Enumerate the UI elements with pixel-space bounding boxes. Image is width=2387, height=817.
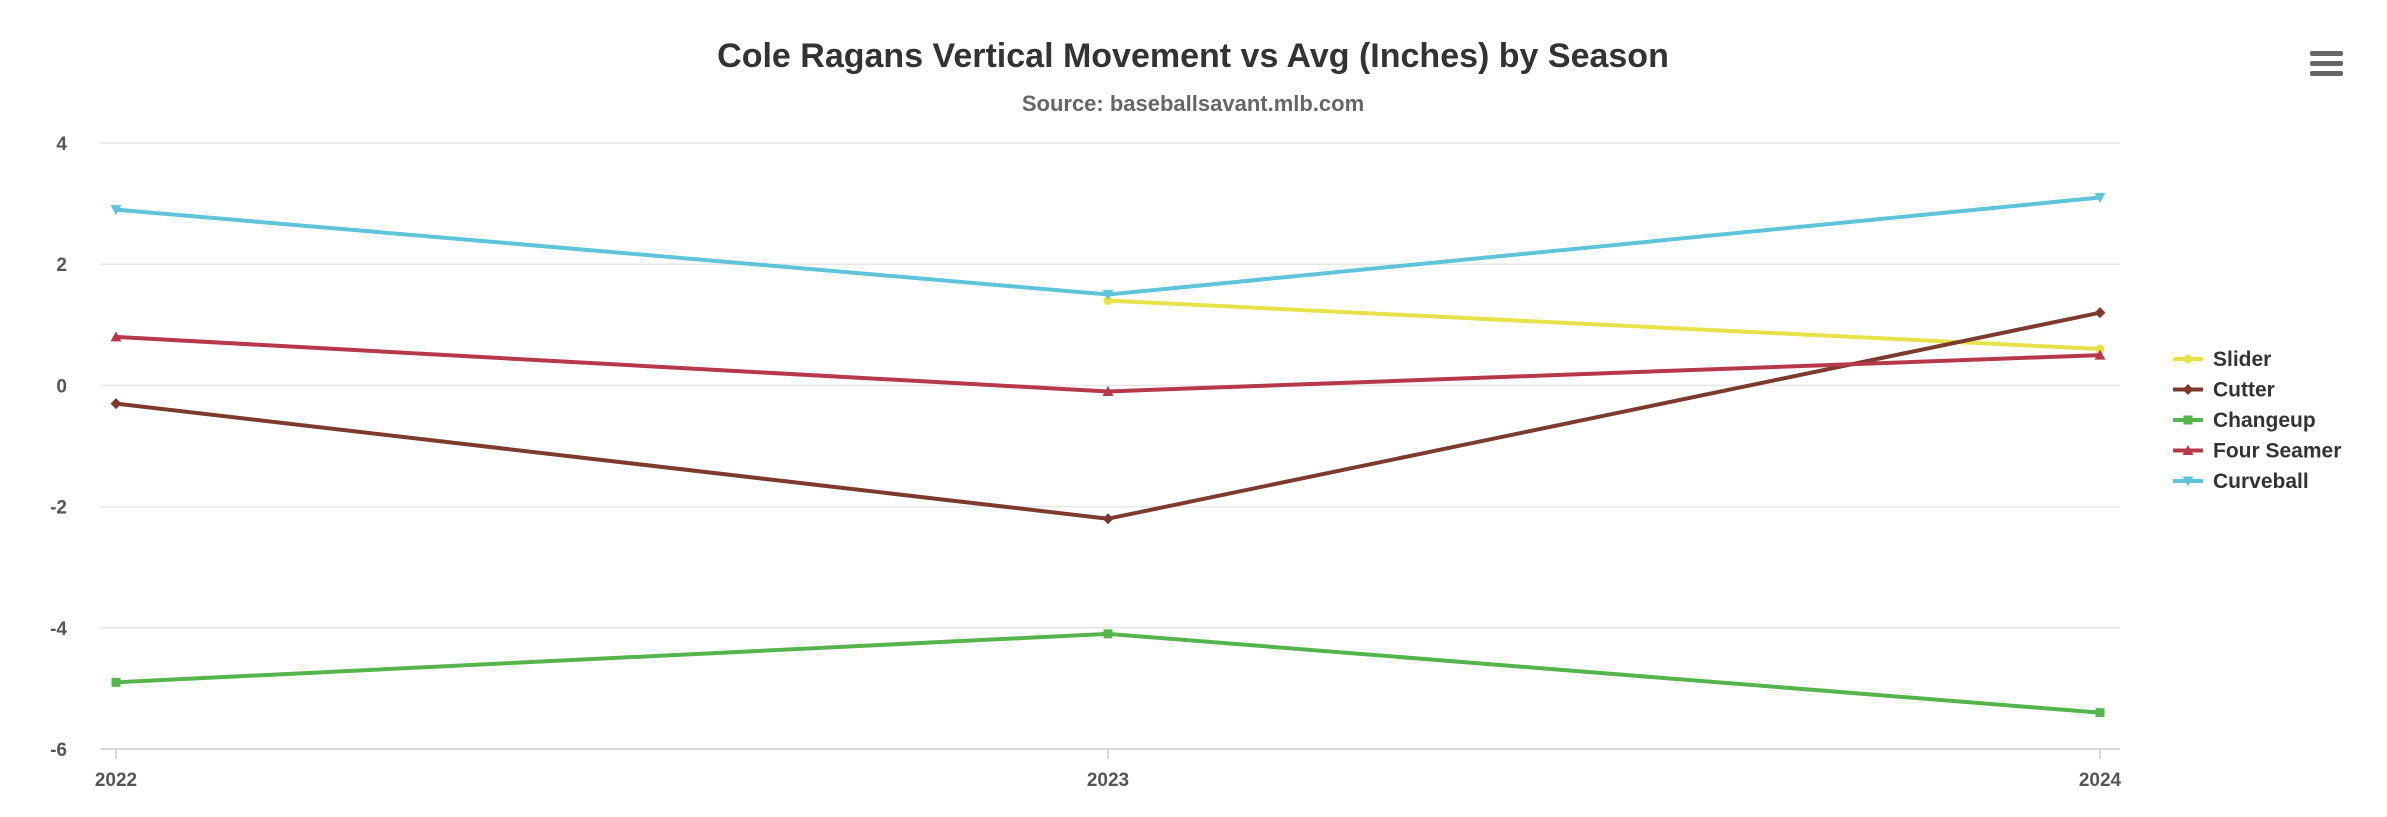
y-tick-label: 2 <box>56 255 67 276</box>
legend-label: Four Seamer <box>2213 440 2341 463</box>
data-point[interactable] <box>1103 296 1113 306</box>
legend-label: Slider <box>2213 348 2271 371</box>
series-line[interactable] <box>114 334 2102 394</box>
legend-item-curveball[interactable]: Curveball <box>2173 470 2309 493</box>
series-line[interactable] <box>114 631 2102 715</box>
x-axis: 2022 2023 2024 <box>95 748 2122 791</box>
series-line[interactable] <box>114 195 2102 297</box>
legend-item-four-seamer[interactable]: Four Seamer <box>2173 440 2341 463</box>
legend-item-changeup[interactable]: Changeup <box>2173 409 2316 432</box>
data-point-legend-marker[interactable] <box>2182 476 2194 487</box>
data-point[interactable] <box>2095 708 2105 718</box>
legend-label: Changeup <box>2213 409 2316 432</box>
legend-label: Cutter <box>2213 379 2275 402</box>
data-point-legend-marker[interactable] <box>2183 415 2193 425</box>
data-point-legend-marker[interactable] <box>2183 354 2193 364</box>
data-point[interactable] <box>110 331 122 342</box>
legend: Slider Cutter Changeup Four Seamer Curveball <box>2173 348 2341 493</box>
data-point-legend-marker[interactable] <box>2182 445 2194 455</box>
x-tick-label: 2024 <box>2079 770 2122 791</box>
series-cutter <box>110 307 2106 525</box>
series-line[interactable] <box>114 310 2102 521</box>
legend-item-cutter[interactable]: Cutter <box>2173 379 2275 402</box>
legend-label: Curveball <box>2213 470 2309 493</box>
data-point-legend-marker[interactable] <box>2182 384 2194 395</box>
series-changeup <box>111 629 2105 718</box>
y-tick-label: -4 <box>50 619 67 640</box>
data-point[interactable] <box>1102 385 1114 396</box>
series-slider <box>1103 296 2105 354</box>
y-tick-label: -6 <box>50 740 67 761</box>
data-point[interactable] <box>2095 344 2105 354</box>
data-point[interactable] <box>2094 193 2106 204</box>
plot-area <box>110 193 2106 718</box>
y-tick-label: -2 <box>50 498 67 519</box>
chart-subtitle: Source: baseballsavant.mlb.com <box>1022 91 1364 116</box>
series-four-seamer <box>110 331 2106 396</box>
legend-item-slider[interactable]: Slider <box>2173 348 2271 371</box>
grid-lines <box>100 142 2120 629</box>
series-curveball <box>110 193 2106 300</box>
data-point[interactable] <box>110 205 122 216</box>
hamburger-menu-icon[interactable] <box>2300 48 2380 98</box>
series-line[interactable] <box>1106 298 2102 352</box>
x-tick-label: 2023 <box>1087 770 1129 791</box>
x-tick-label: 2022 <box>95 770 137 791</box>
data-point[interactable] <box>2094 349 2106 360</box>
data-point[interactable] <box>1102 290 1114 300</box>
y-tick-label: 0 <box>56 376 67 397</box>
y-axis: 4 2 0 -2 -4 -6 <box>50 134 67 761</box>
data-point[interactable] <box>1102 513 1114 525</box>
data-point[interactable] <box>1103 629 1113 639</box>
data-point[interactable] <box>2094 307 2106 319</box>
data-point[interactable] <box>111 677 121 687</box>
data-point[interactable] <box>110 398 122 410</box>
y-tick-label: 4 <box>56 134 67 155</box>
chart-title: Cole Ragans Vertical Movement vs Avg (In… <box>717 37 1669 75</box>
